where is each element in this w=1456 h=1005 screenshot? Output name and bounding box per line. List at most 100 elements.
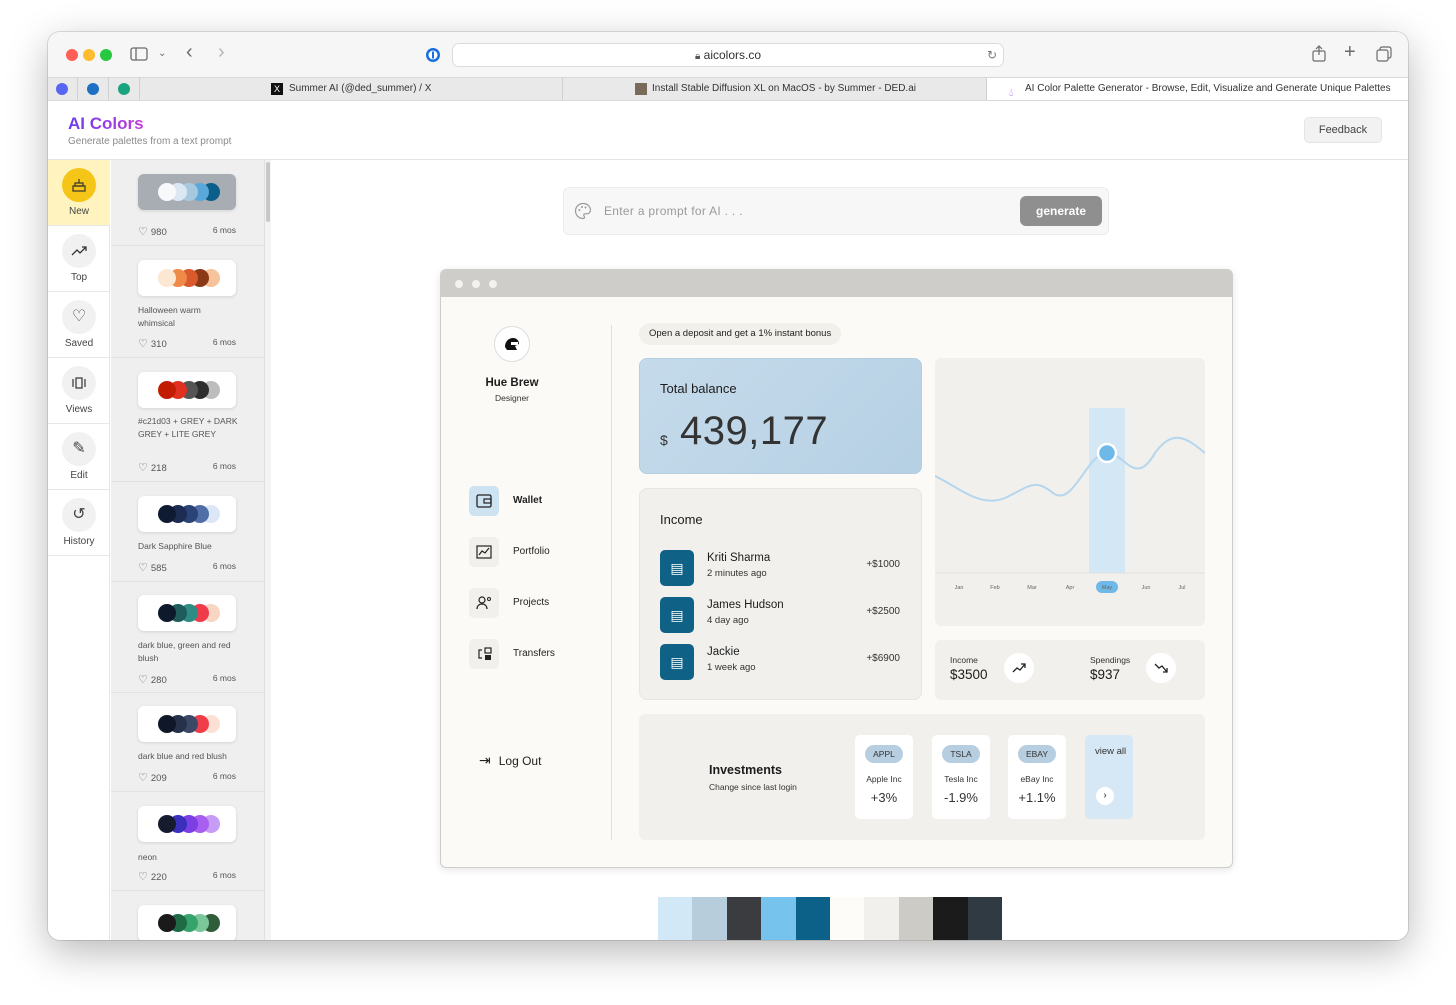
- chevron-down-icon[interactable]: ⌄: [158, 48, 167, 59]
- stock-card[interactable]: TSLA Tesla Inc -1.9%: [932, 735, 990, 819]
- nav-item-top[interactable]: Top: [48, 226, 110, 292]
- promo-banner[interactable]: Open a deposit and get a 1% instant bonu…: [639, 323, 842, 345]
- zoom-window-button[interactable]: [100, 49, 112, 61]
- palette-swatch[interactable]: [138, 174, 236, 210]
- generate-button[interactable]: generate: [1020, 196, 1102, 226]
- transaction-row[interactable]: ▤ Jackie 1 week ago +$6900: [660, 644, 908, 680]
- palette-card[interactable]: [111, 891, 264, 940]
- pinned-tab-2[interactable]: [79, 78, 109, 100]
- heart-icon[interactable]: ♡: [138, 562, 148, 574]
- address-bar[interactable]: 🔒︎ aicolors.co ↻: [452, 43, 1004, 67]
- month-label[interactable]: Jan: [955, 585, 964, 591]
- heart-icon[interactable]: ♡: [138, 674, 148, 686]
- nav-item-views[interactable]: Views: [48, 358, 110, 424]
- menu-item-transfers[interactable]: Transfers: [469, 639, 599, 669]
- palette-color-swatch[interactable]: [830, 897, 865, 940]
- close-window-button[interactable]: [66, 49, 78, 61]
- palette-card[interactable]: neon ♡ 220 6 mos: [111, 792, 264, 891]
- heart-icon[interactable]: ♡: [138, 871, 148, 883]
- month-label[interactable]: Jul: [1178, 585, 1185, 591]
- selected-point[interactable]: [1096, 442, 1118, 464]
- heart-icon[interactable]: ♡: [138, 338, 148, 350]
- palette-color-swatch[interactable]: [658, 897, 693, 940]
- palette-color-swatch[interactable]: [692, 897, 727, 940]
- password-manager-icon[interactable]: [425, 47, 441, 67]
- palette-color-swatch[interactable]: [795, 897, 831, 940]
- palette-swatch[interactable]: [138, 706, 236, 742]
- heart-icon[interactable]: ♡: [138, 772, 148, 784]
- stock-name: Apple Inc: [866, 774, 902, 784]
- palette-card[interactable]: dark blue, green and red blush ♡ 280 6 mos: [111, 582, 264, 693]
- new-tab-icon[interactable]: +: [1344, 41, 1356, 63]
- sidebar-toggle-icon[interactable]: [130, 47, 148, 65]
- share-icon[interactable]: [1312, 45, 1326, 66]
- nav-item-history[interactable]: ↺ History: [48, 490, 110, 556]
- nav-item-new[interactable]: New: [48, 160, 110, 226]
- palette-color-swatch[interactable]: [933, 897, 968, 940]
- palette-swatch[interactable]: [138, 372, 236, 408]
- stock-card[interactable]: APPL Apple Inc +3%: [855, 735, 913, 819]
- palette-card[interactable]: Dark Sapphire Blue ♡ 585 6 mos: [111, 482, 264, 582]
- palette-color-swatch[interactable]: [761, 897, 796, 940]
- month-label[interactable]: Apr: [1066, 585, 1075, 591]
- palette-color-swatch[interactable]: [726, 897, 762, 940]
- investments-card: Investments Change since last login APPL…: [639, 714, 1205, 840]
- palette-swatch[interactable]: [138, 595, 236, 631]
- back-icon[interactable]: ‹: [186, 41, 193, 63]
- like-count: 310: [150, 339, 167, 350]
- feedback-button[interactable]: Feedback: [1304, 117, 1382, 143]
- transaction-row[interactable]: ▤ Kriti Sharma 2 minutes ago +$1000: [660, 550, 908, 586]
- nav-item-edit[interactable]: ✎ Edit: [48, 424, 110, 490]
- tab-ai-colors[interactable]: 💧︎ AI Color Palette Generator - Browse, …: [987, 78, 1408, 100]
- tab-twitter[interactable]: X Summer AI (@ded_summer) / X: [141, 78, 563, 100]
- heart-icon[interactable]: ♡: [138, 462, 148, 474]
- month-label[interactable]: Jun: [1142, 585, 1151, 591]
- chart-svg: Jan Feb Mar Apr May Jun Jul: [935, 408, 1205, 593]
- view-all-button[interactable]: view all ›: [1085, 735, 1133, 819]
- forward-icon[interactable]: ›: [218, 41, 225, 63]
- transaction-amount: +$6900: [866, 653, 900, 664]
- tab-overview-icon[interactable]: [1376, 46, 1392, 66]
- reload-icon[interactable]: ↻: [986, 48, 997, 62]
- palette-color-swatch[interactable]: [864, 897, 899, 940]
- scroll-thumb[interactable]: [266, 162, 270, 222]
- palette-card[interactable]: ♡ 980 6 mos: [111, 160, 264, 246]
- transaction-row[interactable]: ▤ James Hudson 4 day ago +$2500: [660, 597, 908, 633]
- palette-card[interactable]: dark blue and red blush ♡ 209 6 mos: [111, 693, 264, 792]
- palette-color-swatch[interactable]: [967, 897, 1003, 940]
- palette-meta: ♡ 220 6 mos: [138, 870, 236, 883]
- month-label[interactable]: Mar: [1027, 585, 1037, 591]
- palette-swatch[interactable]: [138, 496, 236, 532]
- history-icon: ↺: [62, 498, 96, 532]
- menu-item-projects[interactable]: Projects: [469, 588, 599, 618]
- month-label[interactable]: Feb: [990, 585, 999, 591]
- heart-icon[interactable]: ♡: [138, 226, 148, 238]
- nav-item-saved[interactable]: ♡ Saved: [48, 292, 110, 358]
- palette-swatch[interactable]: [138, 905, 236, 940]
- logout-button[interactable]: ⇥ Log Out: [479, 752, 541, 769]
- pinned-tab-discord[interactable]: [48, 78, 78, 100]
- balance-chart[interactable]: Jan Feb Mar Apr May Jun Jul: [935, 358, 1205, 626]
- transaction-time: 2 minutes ago: [707, 568, 767, 579]
- palette-swatch[interactable]: [138, 260, 236, 296]
- minimize-window-button[interactable]: [83, 49, 95, 61]
- prompt-input[interactable]: Enter a prompt for AI . . .: [604, 204, 743, 218]
- palette-list-scrollbar[interactable]: [265, 160, 271, 940]
- month-label[interactable]: May: [1102, 585, 1113, 591]
- palette-card[interactable]: Halloween warm whimsical ♡ 310 6 mos: [111, 246, 264, 358]
- tab-stable-diffusion[interactable]: Install Stable Diffusion XL on MacOS - b…: [563, 78, 987, 100]
- trending-down-icon[interactable]: [1146, 653, 1176, 683]
- stock-card[interactable]: EBAY eBay Inc +1.1%: [1008, 735, 1066, 819]
- palette-meta: ♡ 310 6 mos: [138, 337, 236, 350]
- menu-item-wallet[interactable]: Wallet: [469, 486, 599, 516]
- like-count: 209: [150, 773, 167, 784]
- pinned-tab-chatgpt[interactable]: [110, 78, 140, 100]
- menu-item-portfolio[interactable]: Portfolio: [469, 537, 599, 567]
- app-title[interactable]: AI Colors: [68, 114, 144, 133]
- palette-swatch[interactable]: [138, 806, 236, 842]
- trending-up-icon[interactable]: [1004, 653, 1034, 683]
- palette-card[interactable]: #c21d03 + GREY + DARK GREY + LITE GREY ♡…: [111, 358, 264, 482]
- palette-color-swatch[interactable]: [898, 897, 934, 940]
- spendings-stat-value: $937: [1090, 667, 1121, 682]
- palette-list: ♡ 980 6 mos Halloween warm whimsical ♡ 310 6…: [111, 160, 265, 940]
